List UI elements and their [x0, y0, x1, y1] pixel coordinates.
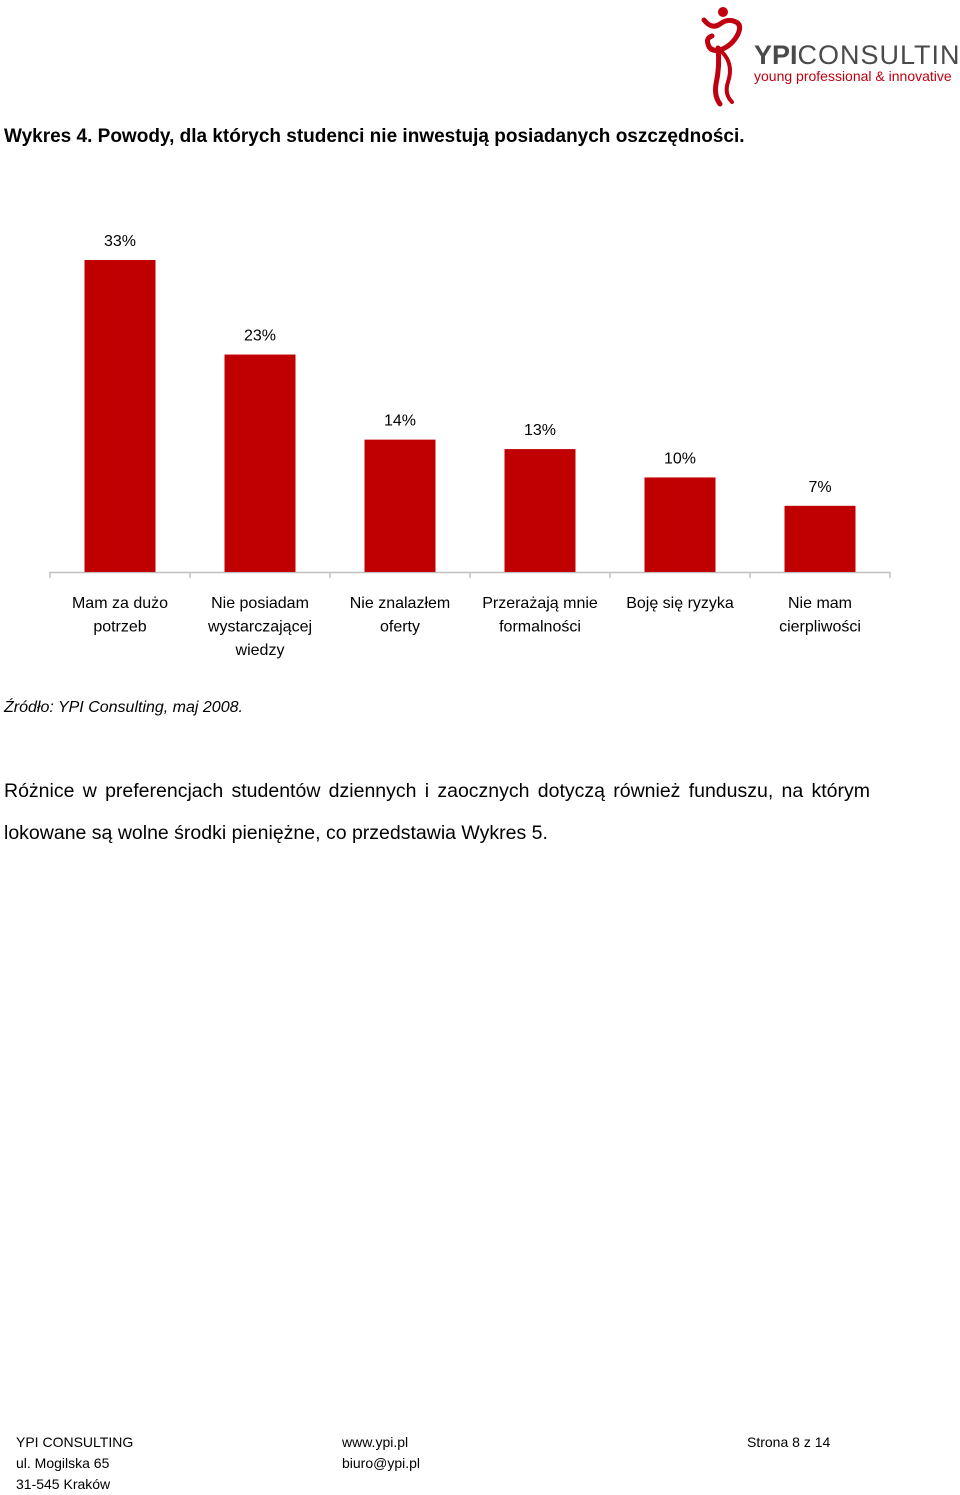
source-note: Źródło: YPI Consulting, maj 2008. — [4, 699, 243, 716]
bar — [224, 354, 296, 572]
page-number: Strona 8 z 14 — [747, 1434, 831, 1450]
category-label-line: Nie posiadam — [211, 595, 309, 612]
category-label-line: wiedzy — [235, 642, 285, 659]
bar — [364, 439, 436, 572]
logo-brand-rest: CONSULTING — [797, 40, 960, 70]
bar — [784, 505, 856, 572]
footer-company-name: YPI CONSULTING — [16, 1434, 134, 1450]
footer-street: ul. Mogilska 65 — [16, 1455, 110, 1471]
category-label-line: formalności — [499, 619, 581, 636]
footer-website-link[interactable]: www.ypi.pl — [342, 1434, 409, 1450]
body-paragraph: Różnice w preferencjach studentów dzienn… — [4, 780, 870, 844]
data-label: 10% — [664, 450, 696, 467]
footer-contact: www.ypi.pl biuro@ypi.pl — [342, 1432, 420, 1474]
bar — [504, 449, 576, 572]
category-label: Przerażają mnie formalności — [482, 595, 598, 636]
category-label-line: wystarczającej — [207, 619, 312, 636]
footer-city: 31-545 Kraków — [16, 1476, 111, 1492]
data-label: 23% — [244, 328, 276, 345]
category-label-line: cierpliwości — [779, 619, 861, 636]
data-label: 14% — [384, 413, 416, 430]
category-label-line: Mam za dużo — [72, 595, 168, 612]
category-label: Nie mam cierpliwości — [779, 595, 861, 636]
bar — [84, 260, 156, 572]
category-label-line: Nie znalazłem — [350, 595, 450, 612]
category-label: Nie posiadam wystarczającej wiedzy — [207, 595, 312, 659]
category-label-line: Przerażają mnie — [482, 595, 598, 612]
figure-title: Wykres 4. Powody, dla których studenci n… — [4, 126, 745, 147]
logo-brand-bold: YPI — [754, 40, 798, 70]
logo-tagline: young professional & innovative — [754, 68, 952, 84]
bar-chart: 33% Mam za dużo potrzeb 23% Nie posiadam wyst… — [49, 233, 891, 659]
footer-company: YPI CONSULTING ul. Mogilska 65 31-545 Kr… — [16, 1432, 133, 1495]
bar — [644, 477, 716, 572]
category-label: Mam za dużo potrzeb — [72, 595, 168, 636]
data-label: 33% — [104, 233, 136, 250]
category-label-line: Boję się ryzyka — [626, 595, 734, 612]
category-label-line: Nie mam — [788, 595, 852, 612]
data-label: 13% — [524, 422, 556, 439]
logo-figure-icon — [701, 7, 743, 107]
category-label: Boję się ryzyka — [626, 595, 734, 612]
footer-page: Strona 8 z 14 — [747, 1432, 830, 1453]
footer-email-link[interactable]: biuro@ypi.pl — [342, 1455, 421, 1471]
category-label-line: oferty — [380, 619, 420, 636]
data-label: 7% — [808, 479, 831, 496]
category-label-line: potrzeb — [93, 619, 146, 636]
category-label: Nie znalazłem oferty — [350, 595, 450, 636]
